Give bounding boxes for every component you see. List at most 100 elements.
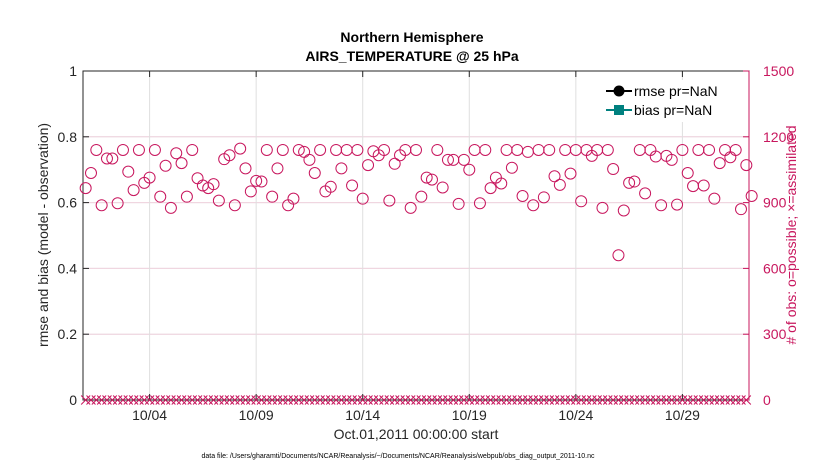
chart-title-line-1: Northern Hemisphere — [340, 29, 483, 45]
x-tick-label-1: 10/09 — [239, 407, 274, 423]
y-axis-label-left: rmse and bias (model - observation) — [35, 123, 51, 347]
possible-point-49 — [340, 143, 353, 156]
possible-point-65 — [425, 173, 438, 186]
possible-point-101 — [617, 204, 630, 217]
possible-point-125 — [745, 190, 758, 203]
possible-point-37 — [276, 143, 289, 156]
possible-point-82 — [516, 190, 529, 203]
right-tick-label-5: 1500 — [763, 63, 794, 79]
possible-point-31 — [244, 185, 257, 198]
left-tick-label-1: 0.2 — [58, 326, 78, 342]
possible-point-7 — [116, 143, 129, 156]
possible-point-32 — [250, 174, 263, 187]
possible-point-100 — [612, 249, 625, 262]
series-possible — [79, 142, 758, 262]
possible-point-116 — [697, 179, 710, 192]
possible-point-19 — [180, 190, 193, 203]
possible-point-52 — [356, 192, 369, 205]
grid — [83, 71, 749, 400]
possible-point-8 — [122, 165, 135, 178]
x-tick-label-5: 10/29 — [665, 407, 700, 423]
possible-point-13 — [148, 143, 161, 156]
possible-point-104 — [633, 143, 646, 156]
possible-point-115 — [692, 143, 705, 156]
possible-point-91 — [564, 167, 577, 180]
possible-point-74 — [473, 197, 486, 210]
possible-point-90 — [559, 143, 572, 156]
possible-point-9 — [127, 184, 140, 197]
left-tick-label-3: 0.6 — [58, 195, 78, 211]
possible-point-85 — [532, 143, 545, 156]
possible-point-50 — [346, 179, 359, 192]
possible-point-66 — [431, 143, 444, 156]
possible-point-72 — [463, 163, 476, 176]
possible-point-76 — [484, 182, 497, 195]
x-tick-label-2: 10/14 — [345, 407, 380, 423]
possible-point-57 — [383, 194, 396, 207]
possible-point-27 — [223, 149, 236, 162]
possible-point-97 — [596, 201, 609, 214]
right-tick-label-0: 0 — [763, 392, 771, 408]
possible-point-75 — [479, 143, 492, 156]
possible-point-1 — [84, 166, 97, 179]
possible-point-20 — [186, 143, 199, 156]
possible-point-112 — [676, 143, 689, 156]
possible-point-73 — [468, 143, 481, 156]
possible-point-16 — [164, 201, 177, 214]
possible-point-14 — [154, 190, 167, 203]
possible-point-98 — [601, 143, 614, 156]
possible-point-121 — [724, 151, 737, 164]
possible-point-67 — [436, 181, 449, 194]
possible-point-110 — [665, 153, 678, 166]
possible-point-87 — [543, 143, 556, 156]
assimilated-point-124 — [741, 395, 752, 405]
possible-point-2 — [90, 143, 103, 156]
possible-point-33 — [255, 175, 268, 188]
possible-point-53 — [362, 159, 375, 172]
possible-point-81 — [511, 143, 524, 156]
possible-point-86 — [537, 191, 550, 204]
possible-point-84 — [527, 199, 540, 212]
possible-point-93 — [575, 195, 588, 208]
right-tick-label-4: 1200 — [763, 129, 794, 145]
left-axis-ticks: 0 0.2 0.4 0.6 0.8 1 — [58, 63, 89, 408]
possible-point-58 — [388, 157, 401, 170]
possible-point-12 — [143, 171, 156, 184]
x-tick-label-0: 10/04 — [132, 407, 167, 423]
legend-rmse-marker — [613, 85, 625, 97]
legend-bias-marker — [614, 105, 624, 115]
possible-point-114 — [687, 180, 700, 193]
possible-point-29 — [234, 142, 247, 155]
legend: rmse pr=NaN bias pr=NaN — [600, 80, 738, 122]
x-tick-label-3: 10/19 — [452, 407, 487, 423]
left-tick-label-4: 0.8 — [58, 129, 78, 145]
possible-point-113 — [681, 166, 694, 179]
possible-point-64 — [420, 171, 433, 184]
legend-bias-label: bias pr=NaN — [634, 102, 712, 118]
possible-point-68 — [441, 153, 454, 166]
series-assimilated — [80, 395, 752, 405]
possible-point-3 — [95, 199, 108, 212]
possible-point-122 — [729, 143, 742, 156]
left-tick-label-2: 0.4 — [58, 260, 78, 276]
x-tick-label-4: 10/24 — [558, 407, 593, 423]
possible-point-34 — [260, 143, 273, 156]
possible-point-42 — [303, 153, 316, 166]
right-tick-label-3: 900 — [763, 195, 787, 211]
possible-point-62 — [410, 143, 422, 156]
right-tick-label-2: 600 — [763, 260, 787, 276]
possible-point-46 — [324, 180, 337, 193]
possible-point-40 — [292, 143, 305, 156]
possible-point-111 — [671, 198, 684, 211]
right-axis-ticks: 0 300 600 900 1200 1500 — [743, 63, 794, 408]
possible-point-44 — [314, 143, 327, 156]
right-tick-label-1: 300 — [763, 326, 787, 342]
possible-point-78 — [495, 177, 508, 190]
possible-point-123 — [735, 203, 748, 216]
possible-point-21 — [191, 172, 204, 185]
possible-point-118 — [708, 192, 721, 205]
possible-point-4 — [100, 152, 113, 165]
possible-point-10 — [132, 143, 145, 156]
possible-point-56 — [378, 143, 391, 156]
